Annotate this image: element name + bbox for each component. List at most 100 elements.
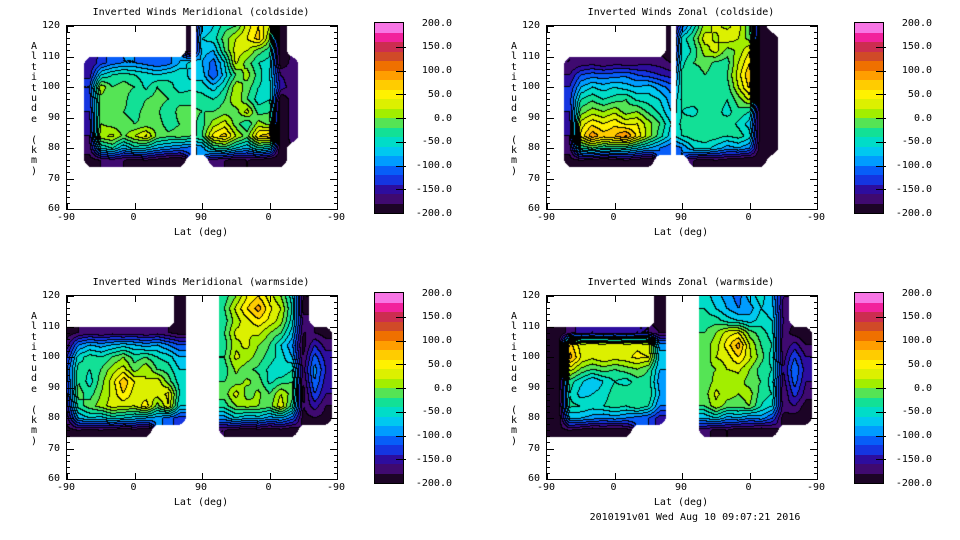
x-axis-label: Lat (deg) — [653, 497, 709, 508]
colorbar-band — [375, 156, 403, 166]
colorbar-band — [855, 321, 883, 332]
y-axis-label: A l t i t u d e ( k m ) — [510, 41, 518, 177]
colorbar-label: 50.0 — [427, 88, 452, 100]
y-tick-label: 120 — [521, 20, 540, 31]
colorbar-band — [855, 61, 883, 71]
colorbar-label: -150.0 — [415, 183, 452, 195]
colorbar-band — [855, 23, 883, 33]
colorbar-tick — [876, 189, 886, 191]
contour-panel-bottom-left: Inverted Winds Meridional (warmside) A l… — [0, 270, 480, 540]
colorbar-tick — [876, 70, 886, 72]
x-tick-label: 0 — [130, 482, 137, 493]
panel-title: Inverted Winds Meridional (coldside) — [92, 7, 310, 18]
contour-panel-top-left: Inverted Winds Meridional (coldside) A l… — [0, 0, 480, 270]
panel-title: Inverted Winds Meridional (warmside) — [92, 277, 310, 288]
colorbar-band — [855, 331, 883, 341]
y-tick-label: 80 — [47, 142, 60, 153]
colorbar-tick — [876, 118, 886, 119]
colorbar-label: -200.0 — [895, 477, 932, 489]
colorbar-label: 200.0 — [901, 17, 932, 29]
x-tick-label: 90 — [674, 212, 688, 223]
colorbar-tick — [876, 94, 886, 96]
colorbar-band — [855, 340, 883, 351]
colorbar-label: 150.0 — [421, 41, 452, 53]
colorbar-label: -50.0 — [421, 406, 452, 418]
colorbar: 200.0 150.0 100.0 50.0 0.0 -50.0 -100.0 -150.0 -… — [854, 288, 954, 492]
colorbar-label: 150.0 — [421, 311, 452, 323]
colorbar-band — [855, 445, 883, 455]
colorbar-band — [855, 42, 883, 52]
colorbar-band — [855, 80, 883, 90]
colorbar-tick — [396, 141, 406, 143]
colorbar-band — [855, 416, 883, 427]
colorbar-tick — [396, 388, 406, 389]
colorbar-band — [855, 293, 883, 303]
colorbar-band — [855, 118, 883, 128]
colorbar-band — [375, 340, 403, 351]
colorbar-band — [375, 445, 403, 455]
timestamp: 2010191v01 Wed Aug 10 09:07:21 2016 — [589, 512, 801, 523]
colorbar: 200.0 150.0 100.0 50.0 0.0 -50.0 -100.0 -150.0 -… — [374, 288, 474, 492]
colorbar-tick — [876, 46, 886, 48]
y-tick-label: 110 — [41, 50, 60, 62]
colorbar-band — [855, 99, 883, 109]
colorbar-band — [855, 464, 883, 474]
colorbar-band — [375, 23, 403, 33]
colorbar-band — [375, 426, 403, 436]
colorbar-label: 200.0 — [421, 17, 452, 29]
colorbar-tick — [876, 340, 886, 342]
y-tick-label: 120 — [41, 290, 60, 301]
colorbar-band — [375, 127, 403, 138]
colorbar-band — [855, 203, 883, 214]
y-tick-label: 110 — [521, 320, 540, 332]
contour-canvas — [547, 296, 817, 479]
colorbar-band — [375, 118, 403, 128]
axis-ticks — [67, 26, 337, 209]
plot-area — [546, 295, 818, 480]
plot-area — [66, 295, 338, 480]
colorbar-band — [375, 302, 403, 313]
colorbar-tick — [396, 165, 406, 167]
colorbar-band — [375, 312, 403, 322]
plot-area — [546, 25, 818, 210]
colorbar-label: -200.0 — [415, 477, 452, 489]
contour-panel-top-right: Inverted Winds Zonal (coldside) A l t i … — [480, 0, 960, 270]
y-tick-label: 60 — [47, 203, 60, 214]
y-tick-label: 70 — [527, 442, 540, 454]
y-tick-label: 90 — [527, 111, 540, 123]
colorbar-band — [375, 175, 403, 185]
y-tick-label: 60 — [527, 473, 540, 484]
axis-ticks — [547, 26, 817, 209]
x-tick-label: 0 — [610, 482, 617, 493]
y-tick-label: 120 — [41, 20, 60, 31]
contour-canvas — [547, 26, 817, 209]
colorbar-label: 0.0 — [913, 382, 932, 394]
colorbar-band — [855, 137, 883, 147]
x-tick-label: 90 — [194, 482, 208, 493]
colorbar-label: 100.0 — [901, 335, 932, 346]
y-tick-label: 90 — [47, 381, 60, 393]
colorbar-band — [375, 80, 403, 90]
colorbar-band — [855, 407, 883, 417]
colorbar-band — [375, 321, 403, 332]
x-tick-label: 0 — [265, 482, 272, 493]
colorbar-tick — [876, 141, 886, 143]
colorbar-label: -200.0 — [415, 207, 452, 219]
x-tick-label: -90 — [806, 482, 826, 493]
y-tick-label: 70 — [527, 172, 540, 184]
x-tick-label: 0 — [265, 212, 272, 223]
colorbar-band — [375, 369, 403, 379]
y-tick-label: 110 — [41, 320, 60, 332]
y-tick-label: 60 — [47, 473, 60, 484]
colorbar-label: -150.0 — [895, 183, 932, 195]
colorbar-band — [375, 331, 403, 341]
x-tick-label: -90 — [536, 212, 556, 223]
colorbar-label: -50.0 — [901, 136, 932, 148]
colorbar-band — [375, 203, 403, 214]
colorbar-band — [375, 378, 403, 389]
colorbar-label: 50.0 — [907, 358, 932, 370]
colorbar-band — [855, 302, 883, 313]
y-tick-label: 80 — [527, 412, 540, 423]
y-axis-label: A l t i t u d e ( k m ) — [30, 41, 38, 177]
colorbar-band — [375, 473, 403, 484]
